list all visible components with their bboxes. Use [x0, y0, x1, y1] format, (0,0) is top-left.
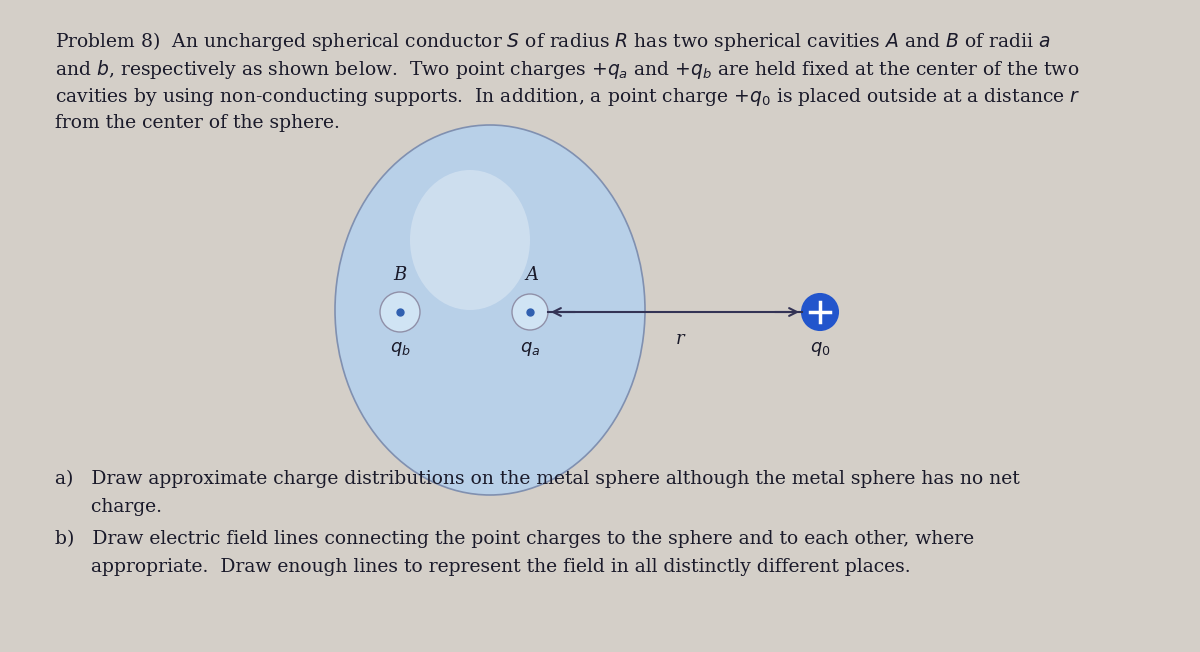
Text: a)   Draw approximate charge distributions on the metal sphere although the meta: a) Draw approximate charge distributions… — [55, 470, 1020, 488]
Text: Problem 8)  An uncharged spherical conductor $S$ of radius $R$ has two spherical: Problem 8) An uncharged spherical conduc… — [55, 30, 1051, 53]
Text: r: r — [676, 330, 684, 348]
Text: charge.: charge. — [55, 498, 162, 516]
Text: A: A — [526, 266, 539, 284]
Text: appropriate.  Draw enough lines to represent the field in all distinctly differe: appropriate. Draw enough lines to repres… — [55, 558, 911, 576]
Circle shape — [512, 294, 548, 330]
Text: $q_a$: $q_a$ — [520, 340, 540, 358]
Text: and $b$, respectively as shown below.  Two point charges $+q_a$ and $+q_b$ are h: and $b$, respectively as shown below. Tw… — [55, 58, 1079, 81]
Ellipse shape — [410, 170, 530, 310]
Text: B: B — [394, 266, 407, 284]
Text: cavities by using non-conducting supports.  In addition, a point charge $+q_0$ i: cavities by using non-conducting support… — [55, 86, 1080, 108]
Text: from the center of the sphere.: from the center of the sphere. — [55, 114, 340, 132]
Text: $q_0$: $q_0$ — [810, 340, 830, 358]
Circle shape — [380, 292, 420, 332]
Ellipse shape — [335, 125, 646, 495]
Text: $q_b$: $q_b$ — [390, 340, 410, 358]
Circle shape — [802, 294, 838, 330]
Text: b)   Draw electric field lines connecting the point charges to the sphere and to: b) Draw electric field lines connecting … — [55, 530, 974, 548]
